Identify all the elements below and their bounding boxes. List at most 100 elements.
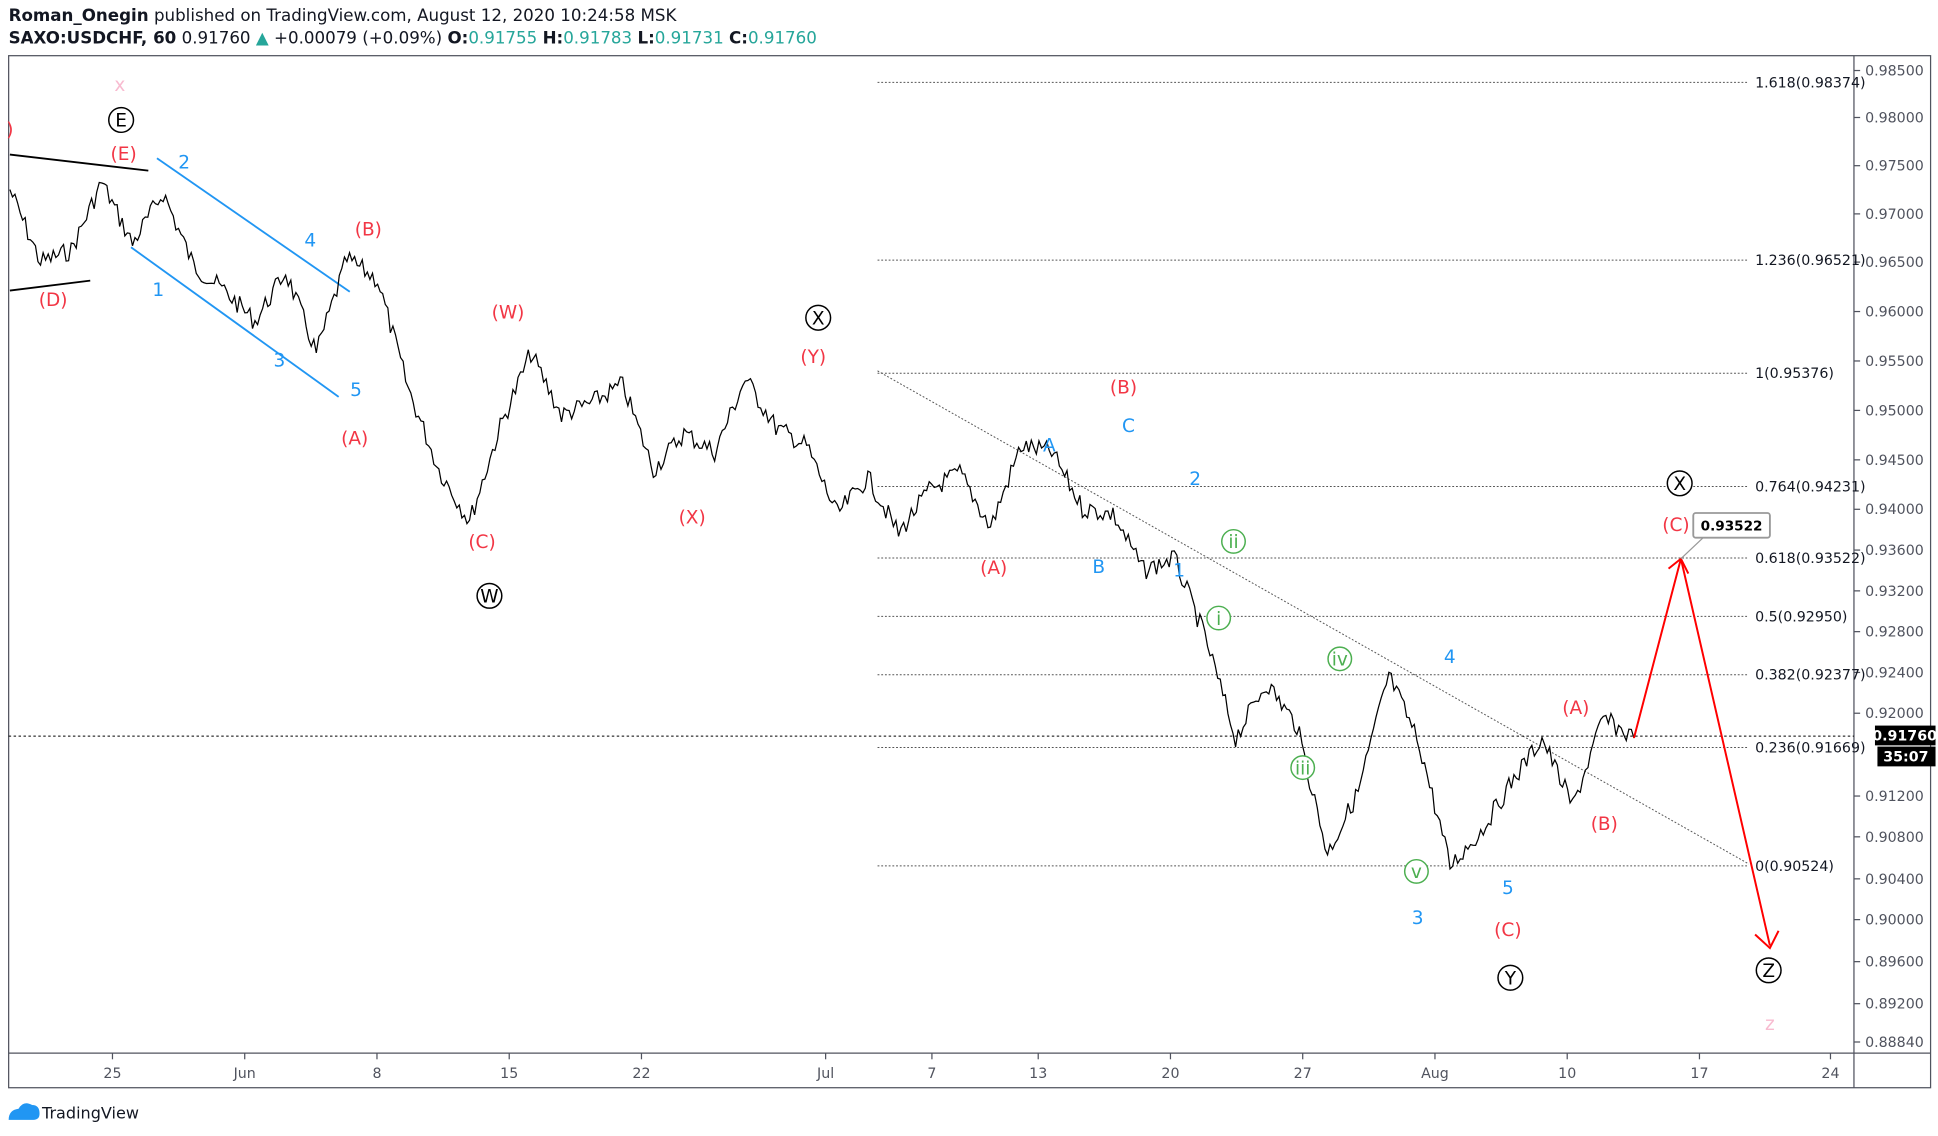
wave-label[interactable]: 3 — [273, 350, 285, 371]
fibonacci-levels[interactable]: 1.618(0.98374) 1.236(0.96521) 1(0.95376) 0.… — [877, 75, 1866, 875]
y-tick-label: 0.89600 — [1865, 955, 1924, 971]
wave-label[interactable]: C — [1122, 416, 1135, 437]
y-tick-label: 0.93600 — [1865, 543, 1924, 559]
arrowhead-down-icon — [1754, 930, 1780, 950]
triangle-lower-line[interactable] — [9, 279, 91, 292]
price-axis[interactable]: 0.98500 0.98000 0.97500 0.97000 0.96500 0.960… — [1853, 63, 1924, 1051]
y-tick-label: 0.96000 — [1865, 304, 1924, 320]
target-price-callout[interactable]: 0.93522 — [1680, 512, 1771, 560]
wave-label[interactable]: W — [480, 587, 498, 608]
wave-label[interactable]: (W) — [492, 302, 525, 323]
author[interactable]: Roman_Onegin — [9, 6, 149, 25]
wave-label[interactable]: ) — [6, 119, 13, 140]
y-tick-label: 0.98500 — [1865, 63, 1924, 79]
wave-label[interactable]: (Y) — [800, 347, 826, 368]
drawing-lines[interactable] — [9, 153, 351, 398]
y-tick-label: 0.94500 — [1865, 453, 1924, 469]
channel-upper-line[interactable] — [156, 157, 351, 293]
wave-label[interactable]: 1 — [152, 280, 164, 301]
x-tick-label: 24 — [1821, 1066, 1839, 1082]
wave-label[interactable]: (C) — [1494, 920, 1521, 941]
wave-label[interactable]: 5 — [350, 380, 362, 401]
y-tick-label: 0.89200 — [1865, 997, 1924, 1013]
y-tick-label: 0.88840 — [1865, 1035, 1924, 1051]
fib-level-label: 1.236(0.96521) — [1755, 253, 1865, 269]
y-tick-label: 0.92000 — [1865, 706, 1924, 722]
time-axis[interactable]: 25 Jun 8 15 22 Jul 7 13 20 27 Aug 10 17 24 — [103, 1053, 1840, 1082]
x-tick-label: 7 — [927, 1066, 936, 1082]
wave-label[interactable]: X — [1673, 474, 1686, 495]
trend-line[interactable] — [877, 370, 1750, 865]
wave-label[interactable]: i — [1216, 609, 1221, 630]
wave-label[interactable]: (B) — [1110, 378, 1137, 399]
wave-label-circle — [1206, 605, 1232, 631]
wave-label[interactable]: iii — [1295, 758, 1310, 779]
wave-label[interactable]: 5 — [1502, 878, 1514, 899]
wave-label[interactable]: B — [1092, 557, 1105, 578]
y-tick-label: 0.96500 — [1865, 255, 1924, 271]
wave-label[interactable]: Z — [1762, 961, 1775, 982]
wave-label[interactable]: z — [1765, 1014, 1775, 1035]
wave-label[interactable]: 2 — [178, 153, 190, 174]
wave-label-circle — [1403, 858, 1429, 884]
last-price: 0.91760 — [182, 28, 251, 47]
y-tick-label: 0.91200 — [1865, 789, 1924, 805]
high-label: H: — [543, 28, 564, 47]
y-tick-label: 0.90800 — [1865, 830, 1924, 846]
y-tick-label: 0.97000 — [1865, 207, 1924, 223]
wave-label[interactable]: (B) — [355, 219, 382, 240]
wave-label[interactable]: Y — [1504, 968, 1517, 989]
y-tick-label: 0.90400 — [1865, 872, 1924, 888]
x-tick-label: 17 — [1690, 1066, 1708, 1082]
wave-label[interactable]: X — [812, 308, 825, 329]
wave-label[interactable]: (A) — [341, 428, 368, 449]
wave-label[interactable]: E — [115, 111, 127, 132]
close-label: C: — [729, 28, 748, 47]
fib-level-label: 0.5(0.92950) — [1755, 609, 1847, 625]
wave-label[interactable]: 3 — [1412, 908, 1424, 929]
wave-label[interactable]: 1 — [1173, 561, 1185, 582]
wave-label[interactable]: 2 — [1189, 469, 1201, 490]
brand: TradingView — [41, 1104, 139, 1123]
wave-label-circle — [108, 106, 135, 134]
wave-label-circle — [1327, 646, 1353, 672]
x-tick-label: 22 — [632, 1066, 650, 1082]
wave-label[interactable]: (B) — [1591, 814, 1618, 835]
published-text: published on TradingView.com, August 12,… — [154, 6, 677, 25]
price-series — [9, 181, 1635, 871]
tradingview-logo[interactable]: TradingView — [8, 1103, 139, 1123]
x-tick-label: 20 — [1161, 1066, 1179, 1082]
high-value: 0.91783 — [563, 28, 632, 47]
wave-labels[interactable]: ) (E) (D) (B) (A) (W) (C) (X) (Y) (B) (A) (A) (B) (C)… — [6, 75, 1782, 1035]
channel-lower-line[interactable] — [130, 246, 340, 398]
wave-label[interactable]: v — [1411, 862, 1422, 883]
bar-countdown: 35:07 — [1883, 749, 1928, 765]
y-tick-label: 0.90000 — [1865, 913, 1924, 929]
fib-level-label: 0.764(0.94231) — [1755, 479, 1865, 495]
wave-label-circle — [476, 582, 503, 609]
triangle-upper-line[interactable] — [9, 153, 149, 172]
wave-label[interactable]: (A) — [1562, 698, 1589, 719]
wave-label[interactable]: A — [1043, 436, 1056, 457]
wave-label[interactable]: (A) — [980, 558, 1007, 579]
y-tick-label: 0.97500 — [1865, 159, 1924, 175]
change: +0.00079 (+0.09%) — [274, 28, 442, 47]
wave-label[interactable]: ii — [1228, 532, 1238, 553]
wave-label-circle — [1666, 470, 1693, 497]
tradingview-cloud-icon — [8, 1103, 40, 1120]
wave-label[interactable]: (C) — [1662, 515, 1689, 536]
wave-label[interactable]: x — [114, 75, 125, 96]
y-tick-label: 0.92800 — [1865, 625, 1924, 641]
wave-label[interactable]: iv — [1332, 650, 1348, 671]
wave-label[interactable]: (D) — [39, 290, 68, 311]
wave-label[interactable]: (C) — [468, 532, 495, 553]
wave-label[interactable]: (X) — [679, 507, 706, 528]
wave-label[interactable]: 4 — [1444, 647, 1456, 668]
svg-text:Roman_Onegin published on Trad: Roman_Onegin published on TradingView.co… — [9, 6, 678, 25]
wave-label[interactable]: (E) — [111, 144, 137, 165]
fib-level-label: 1(0.95376) — [1755, 366, 1834, 382]
y-tick-label: 0.92400 — [1865, 665, 1924, 681]
wave-label-circle — [1221, 528, 1246, 554]
wave-label[interactable]: 4 — [304, 231, 316, 252]
